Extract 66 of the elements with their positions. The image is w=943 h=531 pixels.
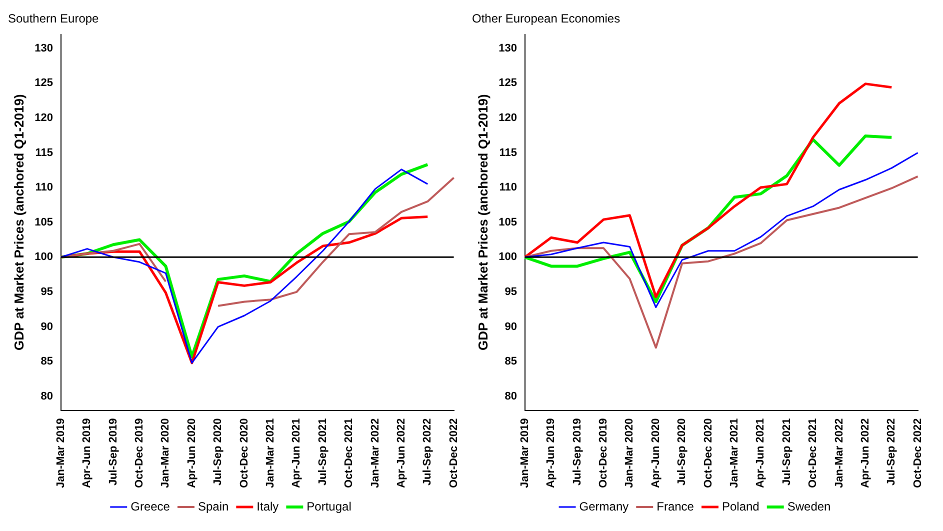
x-tick-label: Apr-Jun 2019 xyxy=(545,418,558,488)
x-tick-label: Jan-Mar 2019 xyxy=(518,418,531,488)
x-tick-label: Apr-Jun 2021 xyxy=(754,418,767,488)
y-tick-label: 85 xyxy=(504,356,517,368)
x-tick-label: Jul-Sep 2019 xyxy=(571,418,584,486)
y-tick-label: 125 xyxy=(34,77,53,90)
y-tick-label: 115 xyxy=(35,146,53,159)
x-tick-label: Jul-Sep 2019 xyxy=(107,418,120,486)
x-tick-label: Oct-Dec 2020 xyxy=(238,418,250,488)
chart-title: Southern Europe xyxy=(8,12,100,26)
x-tick-label: Jul-Sep 2020 xyxy=(212,418,224,486)
y-tick-label: 110 xyxy=(35,182,53,194)
y-tick-label: 100 xyxy=(34,251,53,264)
y-tick-label: 95 xyxy=(504,286,517,298)
x-tick-label: Jul-Sep 2022 xyxy=(886,418,898,486)
y-tick-label: 85 xyxy=(40,356,53,368)
x-tick-label: Apr-Jun 2020 xyxy=(650,418,662,488)
legend-label: Italy xyxy=(256,499,279,514)
y-tick-label: 90 xyxy=(40,320,53,333)
legend-label: Portugal xyxy=(306,499,352,514)
x-tick-label: Jan-Mar 2020 xyxy=(160,418,172,488)
x-tick-label: Apr-Jun 2021 xyxy=(290,418,303,488)
legend-label: Greece xyxy=(130,499,170,514)
x-tick-label: Jan-Mar 2020 xyxy=(624,418,636,488)
x-tick-label: Jan-Mar 2022 xyxy=(833,418,846,488)
x-tick-label: Oct-Dec 2019 xyxy=(134,418,146,488)
legend-label: Spain xyxy=(198,499,229,514)
x-tick-label: Jul-Sep 2022 xyxy=(422,418,434,486)
y-tick-label: 130 xyxy=(34,42,53,54)
x-tick-label: Oct-Dec 2022 xyxy=(912,418,924,488)
chart-title: Other European Economies xyxy=(472,12,620,26)
legend-label: Germany xyxy=(579,499,629,514)
x-tick-label: Oct-Dec 2022 xyxy=(448,418,460,488)
x-tick-label: Jul-Sep 2021 xyxy=(780,418,793,486)
y-tick-label: 105 xyxy=(34,216,53,228)
y-tick-label: 125 xyxy=(498,77,517,90)
x-tick-label: Oct-Dec 2019 xyxy=(598,418,610,488)
legend-label: France xyxy=(656,499,694,514)
x-tick-label: Apr-Jun 2022 xyxy=(859,418,872,488)
y-tick-label: 100 xyxy=(498,251,517,264)
y-tick-label: 115 xyxy=(499,146,517,159)
y-tick-label: 110 xyxy=(499,182,517,194)
y-tick-label: 80 xyxy=(40,390,53,402)
y-axis-title: GDP at Market Prices (anchored Q1-2019) xyxy=(475,94,490,350)
x-tick-label: Jan-Mar 2021 xyxy=(728,418,741,488)
x-tick-label: Jan-Mar 2022 xyxy=(369,418,382,488)
y-tick-label: 120 xyxy=(34,112,53,124)
x-tick-label: Jan-Mar 2019 xyxy=(54,418,67,488)
legend-label: Sweden xyxy=(787,499,831,514)
x-tick-label: Oct-Dec 2021 xyxy=(807,418,820,488)
y-tick-label: 105 xyxy=(498,216,517,228)
legend-label: Poland xyxy=(722,499,760,514)
x-tick-label: Apr-Jun 2022 xyxy=(395,418,408,488)
y-tick-label: 130 xyxy=(498,42,517,54)
x-tick-label: Oct-Dec 2020 xyxy=(702,418,714,488)
x-tick-label: Apr-Jun 2020 xyxy=(186,418,198,488)
x-tick-label: Jul-Sep 2021 xyxy=(316,418,329,486)
x-tick-label: Jul-Sep 2020 xyxy=(676,418,688,486)
x-tick-label: Apr-Jun 2019 xyxy=(81,418,94,488)
y-axis-title: GDP at Market Prices (anchored Q1-2019) xyxy=(11,94,26,350)
y-tick-label: 95 xyxy=(40,286,53,298)
y-tick-label: 120 xyxy=(498,112,517,124)
y-tick-label: 90 xyxy=(504,320,517,333)
x-tick-label: Jan-Mar 2021 xyxy=(264,418,277,488)
x-tick-label: Oct-Dec 2021 xyxy=(343,418,356,488)
y-tick-label: 80 xyxy=(504,390,517,402)
